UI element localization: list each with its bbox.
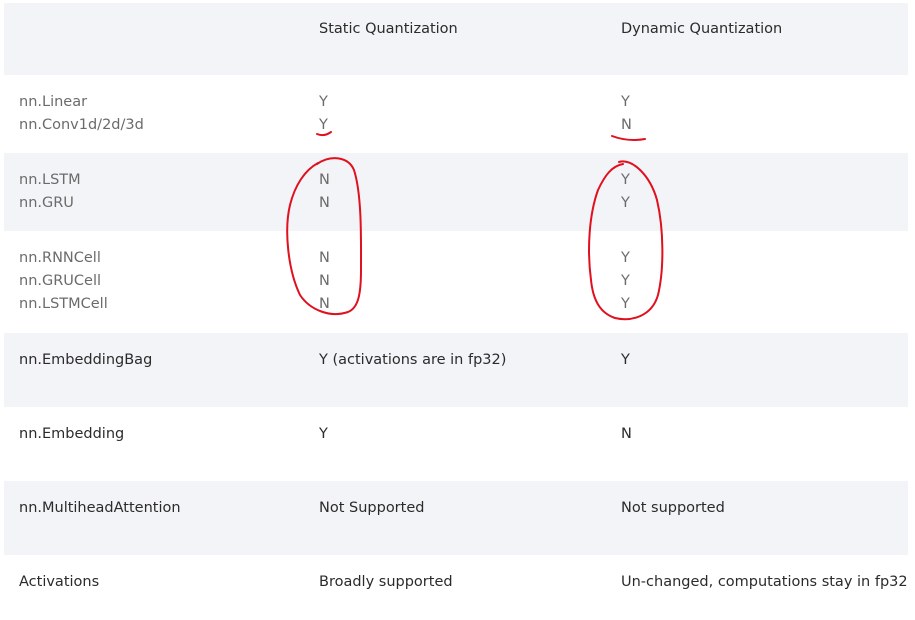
support-value: N [319, 273, 330, 289]
module-name: nn.GRUCell [19, 273, 102, 289]
module-name: nn.MultiheadAttention [19, 500, 181, 516]
static-support: Not Supported [319, 500, 425, 516]
dynamic-support: N [621, 426, 632, 442]
dynamic-support: Y [621, 352, 630, 368]
module-names: nn.LSTM nn.GRU [19, 169, 81, 215]
module-name: nn.Conv1d/2d/3d [19, 117, 144, 133]
module-name: nn.LSTMCell [19, 296, 108, 312]
support-value: N [319, 250, 330, 266]
support-value: N [319, 195, 330, 211]
header-dynamic-quantization: Dynamic Quantization [621, 21, 783, 37]
module-names: nn.RNNCell nn.GRUCell nn.LSTMCell [19, 247, 108, 316]
support-value: Y [621, 94, 630, 110]
table-header-row: Static Quantization Dynamic Quantization [4, 3, 908, 75]
dynamic-support: Not supported [621, 500, 725, 516]
module-name: nn.RNNCell [19, 250, 101, 266]
support-value: N [319, 296, 330, 312]
dynamic-support: Y Y Y [621, 247, 630, 316]
support-value: Y [319, 94, 328, 110]
dynamic-support: Y N [621, 91, 632, 137]
module-name: nn.Linear [19, 94, 88, 110]
support-value: Y [621, 273, 630, 289]
table-row-activations: Activations Broadly supported Un-changed… [4, 555, 908, 619]
static-support: Y (activations are in fp32) [319, 352, 507, 368]
support-value: N [319, 172, 330, 188]
support-value: Y [621, 296, 630, 312]
support-value: Y [621, 250, 630, 266]
support-value: N [621, 117, 632, 133]
table-row-rnn-cells: nn.RNNCell nn.GRUCell nn.LSTMCell N N N … [4, 231, 908, 333]
module-name: nn.LSTM [19, 172, 81, 188]
support-value: Y [621, 195, 630, 211]
static-support: Y [319, 426, 328, 442]
module-name: nn.GRU [19, 195, 74, 211]
header-static-quantization: Static Quantization [319, 21, 458, 37]
table-row-lstm-gru: nn.LSTM nn.GRU N N Y Y [4, 153, 908, 231]
table-row-multihead-attention: nn.MultiheadAttention Not Supported Not … [4, 481, 908, 555]
support-value: Y [319, 117, 328, 133]
support-value: Y [621, 172, 630, 188]
module-name: nn.Embedding [19, 426, 125, 442]
module-name: nn.EmbeddingBag [19, 352, 153, 368]
dynamic-support: Y Y [621, 169, 630, 215]
static-support: Broadly supported [319, 574, 453, 590]
module-names: nn.Linear nn.Conv1d/2d/3d [19, 91, 144, 137]
dynamic-support: Un-changed, computations stay in fp32 [621, 574, 908, 590]
table-row-linear-conv: nn.Linear nn.Conv1d/2d/3d Y Y Y N [4, 75, 908, 153]
module-name: Activations [19, 574, 100, 590]
static-support: Y Y [319, 91, 328, 137]
static-support: N N [319, 169, 330, 215]
table-row-embedding: nn.Embedding Y N [4, 407, 908, 481]
table-row-embeddingbag: nn.EmbeddingBag Y (activations are in fp… [4, 333, 908, 407]
static-support: N N N [319, 247, 330, 316]
